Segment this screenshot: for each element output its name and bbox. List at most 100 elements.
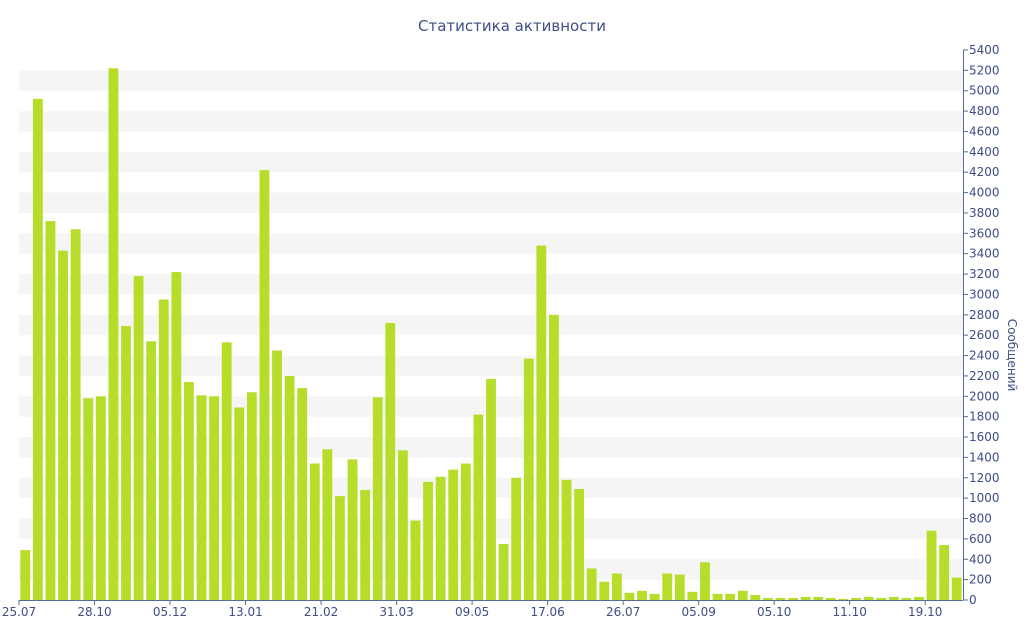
bar[interactable] (939, 545, 950, 600)
bar[interactable] (599, 581, 610, 600)
bar[interactable] (385, 322, 396, 600)
bar[interactable] (234, 407, 245, 601)
bar[interactable] (335, 496, 345, 600)
bar[interactable] (574, 488, 585, 600)
bar[interactable] (133, 276, 144, 600)
x-tick-label: 25.07 (2, 605, 36, 619)
bar[interactable] (20, 550, 31, 600)
bar[interactable] (649, 593, 660, 600)
bar[interactable] (435, 476, 446, 600)
bar[interactable] (108, 68, 119, 601)
grid-band (19, 355, 963, 376)
bar[interactable] (347, 459, 358, 600)
x-tick-label: 17.06 (530, 605, 564, 619)
bar[interactable] (184, 382, 194, 600)
bar[interactable] (397, 450, 408, 600)
grid-band (19, 274, 963, 295)
bar[interactable] (498, 543, 509, 600)
y-tick-label: 4400 (969, 145, 1000, 159)
bar[interactable] (561, 479, 572, 600)
bar[interactable] (70, 229, 81, 600)
bar[interactable] (687, 591, 698, 600)
bar[interactable] (611, 573, 622, 600)
bar[interactable] (523, 358, 534, 600)
bar[interactable] (511, 477, 522, 600)
bar[interactable] (586, 568, 597, 600)
bar[interactable] (838, 598, 849, 600)
bar[interactable] (914, 596, 924, 600)
bar[interactable] (372, 397, 383, 600)
bar[interactable] (322, 449, 333, 600)
y-tick-label: 1400 (969, 450, 1000, 464)
bar[interactable] (662, 573, 673, 600)
y-tick-label: 5000 (969, 84, 1000, 98)
bar[interactable] (700, 562, 710, 600)
bar[interactable] (536, 245, 547, 601)
grid-band (19, 192, 963, 213)
bar[interactable] (171, 272, 182, 600)
x-tick-label: 09.05 (455, 605, 489, 619)
bar[interactable] (624, 592, 635, 600)
bar[interactable] (888, 596, 899, 600)
y-tick-label: 2400 (969, 349, 1000, 363)
bar[interactable] (775, 597, 786, 600)
bar[interactable] (272, 350, 282, 600)
bar[interactable] (209, 396, 220, 600)
bar[interactable] (951, 577, 962, 600)
y-tick-label: 3400 (969, 247, 1000, 261)
bar[interactable] (284, 375, 295, 600)
bar[interactable] (297, 388, 308, 600)
bar-series (20, 68, 962, 601)
x-tick-label: 19.10 (908, 605, 942, 619)
bar[interactable] (486, 378, 496, 600)
bar[interactable] (851, 597, 861, 600)
bar[interactable] (460, 463, 471, 600)
grid-band (19, 314, 963, 336)
bar[interactable] (221, 342, 232, 600)
bar[interactable] (674, 574, 685, 600)
y-tick-label: 4800 (969, 104, 1000, 118)
bar[interactable] (825, 597, 836, 600)
bar[interactable] (410, 520, 421, 600)
bar[interactable] (712, 593, 723, 600)
bar[interactable] (549, 314, 559, 600)
bar[interactable] (246, 392, 257, 600)
bar[interactable] (45, 221, 56, 600)
y-tick-label: 600 (969, 532, 992, 546)
y-tick-label: 3000 (969, 287, 1000, 301)
bar[interactable] (800, 596, 811, 600)
bar[interactable] (788, 597, 798, 600)
bar[interactable] (259, 170, 270, 600)
bar[interactable] (423, 481, 433, 600)
bar[interactable] (876, 597, 887, 600)
bar[interactable] (309, 463, 320, 600)
bar[interactable] (473, 414, 484, 600)
x-tick-label: 21.02 (304, 605, 338, 619)
bar[interactable] (863, 596, 874, 600)
bar[interactable] (158, 299, 169, 600)
bar[interactable] (725, 593, 736, 600)
x-tick-label: 11.10 (833, 605, 867, 619)
bar[interactable] (737, 590, 748, 600)
grid-band (19, 151, 963, 173)
bar[interactable] (360, 490, 371, 600)
y-tick-label: 5400 (969, 43, 1000, 57)
x-tick-label: 05.10 (757, 605, 791, 619)
bar[interactable] (926, 530, 937, 600)
bar[interactable] (448, 469, 459, 600)
y-tick-label: 0 (969, 593, 977, 607)
bar[interactable] (762, 597, 773, 600)
bar[interactable] (32, 98, 43, 600)
bar[interactable] (196, 395, 207, 600)
bar[interactable] (146, 341, 157, 600)
x-tick-label: 28.10 (77, 605, 111, 619)
bar[interactable] (750, 594, 761, 600)
bar[interactable] (121, 326, 131, 600)
bar[interactable] (83, 398, 94, 600)
bar[interactable] (58, 250, 68, 601)
bar[interactable] (901, 597, 912, 600)
bar[interactable] (813, 596, 824, 600)
bar[interactable] (637, 590, 647, 600)
bar[interactable] (95, 396, 106, 600)
x-tick-label: 05.12 (153, 605, 187, 619)
